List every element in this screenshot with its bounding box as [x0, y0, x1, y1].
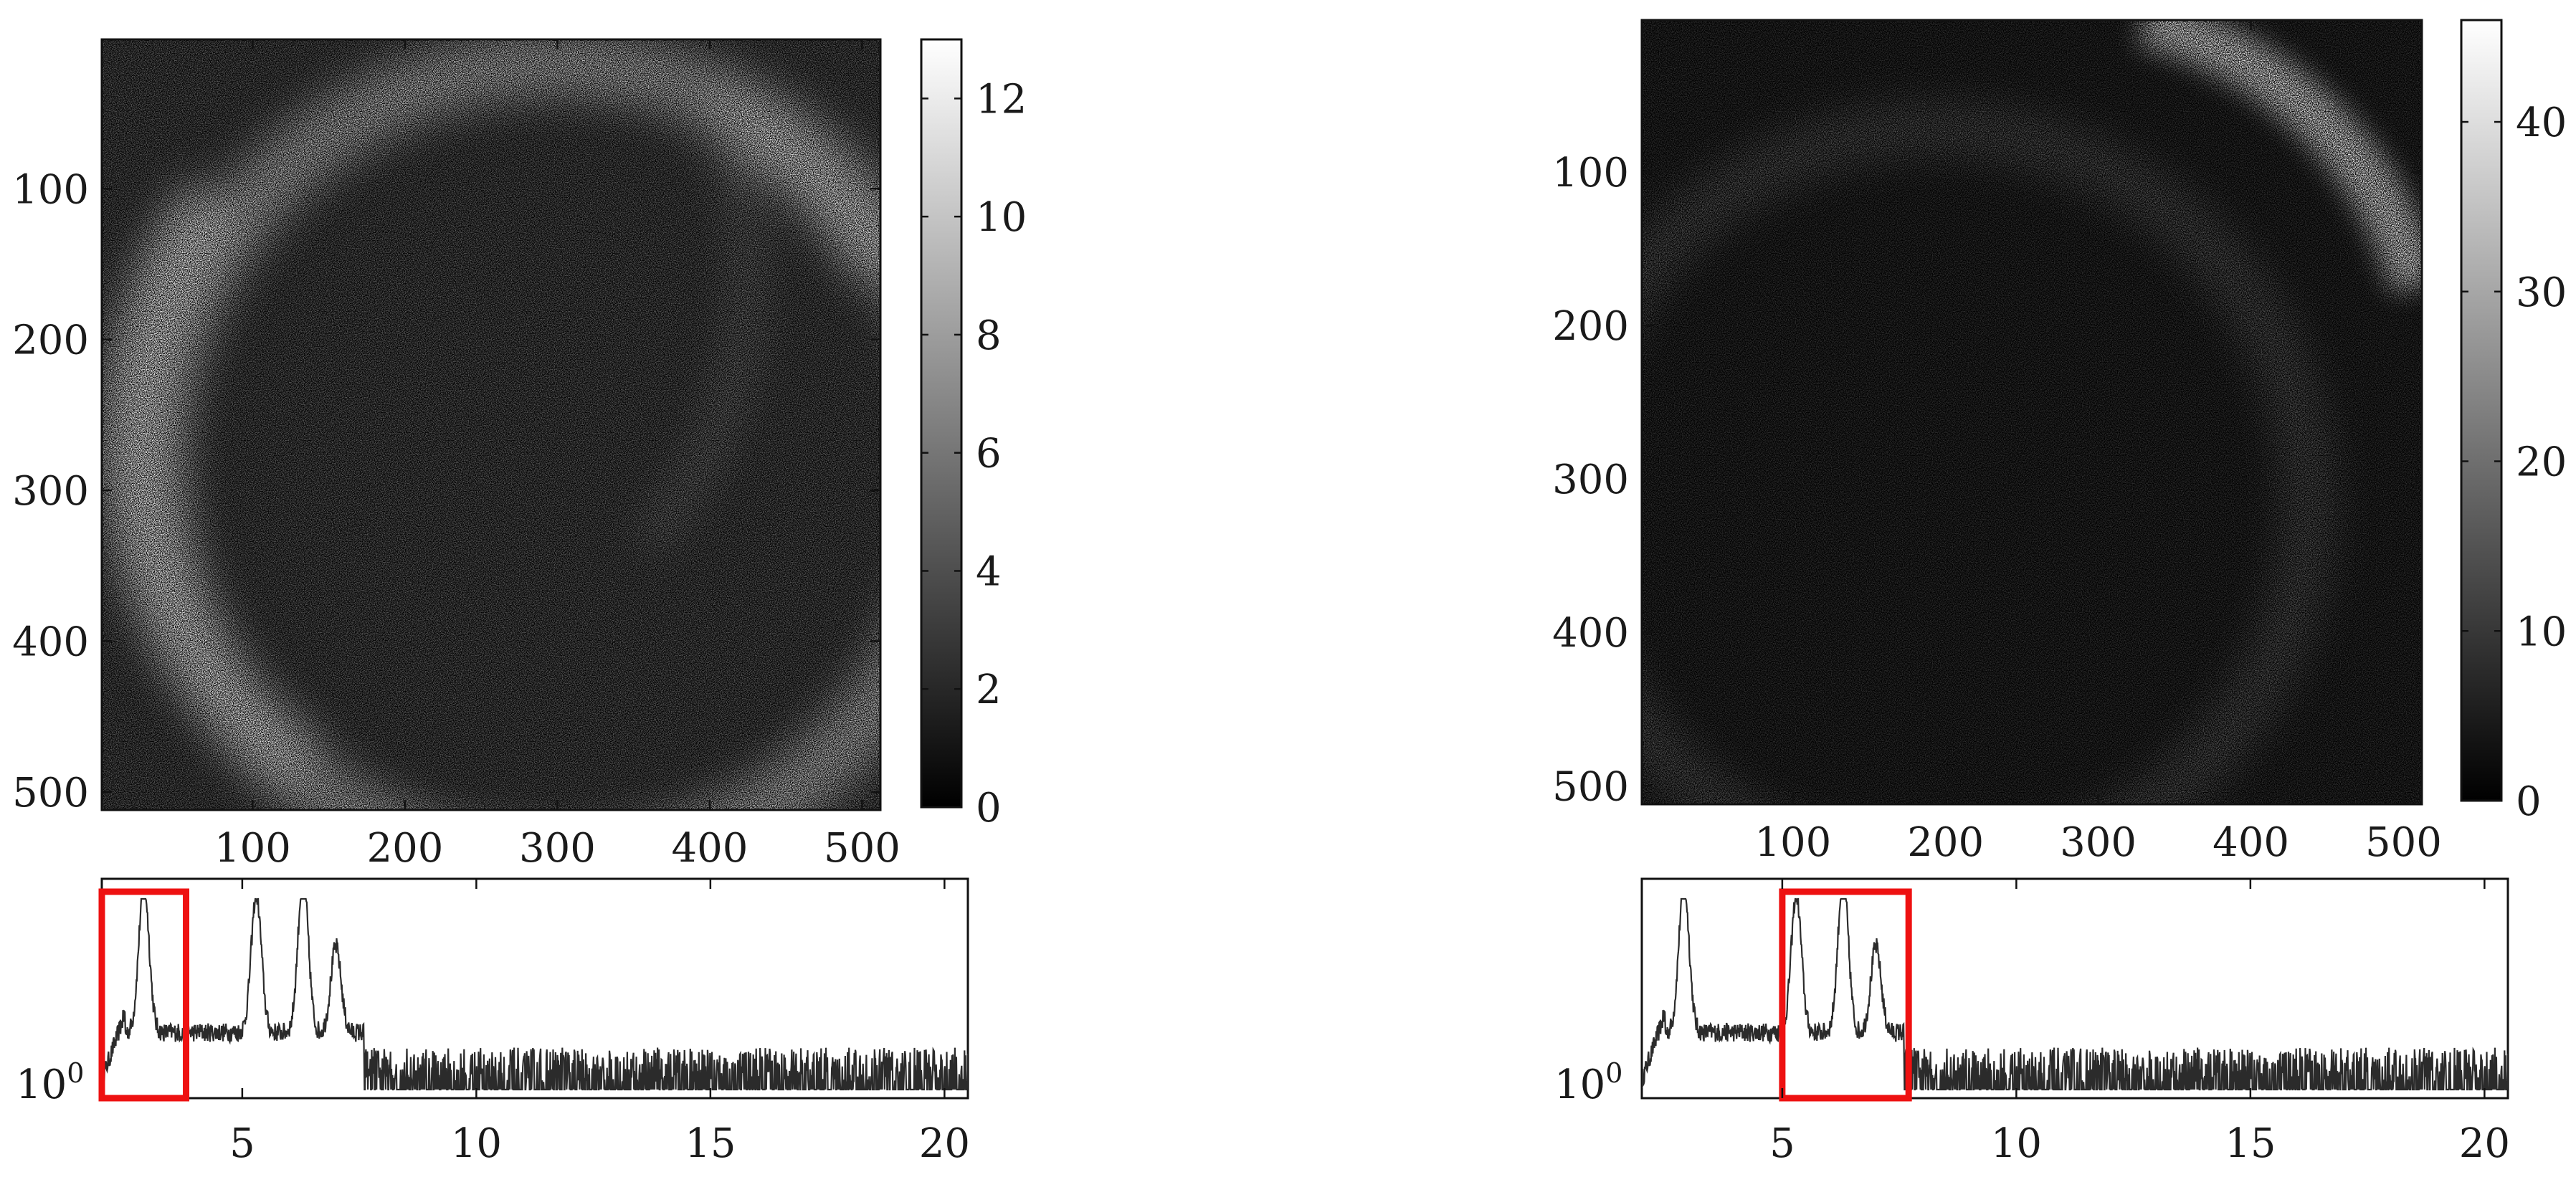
- left-image-y-tick-label: 200: [12, 318, 89, 364]
- left-image-y-tick-label: 100: [12, 166, 89, 213]
- left-spectrum-x-tick-label: 10: [451, 1120, 502, 1167]
- left-colorbar-tick-label: 12: [976, 76, 1027, 123]
- right-image-frame: [1640, 19, 2423, 806]
- left-colorbar: 0 2 4 6 8 10 12: [920, 38, 1027, 831]
- right-spectrum-panel: 5 10 15 20 100: [1554, 877, 2510, 1167]
- right-image-x-tick-label: 500: [2365, 819, 2442, 866]
- right-spectrum-line: [1642, 897, 2508, 1091]
- right-colorbar-tick-label: 0: [2516, 778, 2542, 825]
- right-image-x-tick-label: 100: [1754, 819, 1831, 866]
- left-image-x-tick-label: 300: [519, 825, 596, 872]
- right-spectrum-x-tick-label: 15: [2225, 1120, 2276, 1167]
- left-image-x-ticks: 100 200 300 400 500: [214, 39, 900, 872]
- left-image-y-tick-label: 300: [12, 468, 89, 515]
- right-image-y-tick-label: 500: [1552, 763, 1629, 810]
- left-spectrum-y-tick-label: 100: [16, 1057, 84, 1108]
- left-colorbar-tick-label: 0: [976, 785, 1002, 831]
- left-image-x-tick-label: 200: [366, 825, 443, 872]
- left-colorbar-tick-label: 10: [976, 194, 1027, 241]
- right-colorbar-frame: [2460, 19, 2503, 802]
- left-colorbar-tick-label: 4: [976, 548, 1002, 595]
- right-spectrum-highlight-box: [1779, 888, 1912, 1102]
- right-colorbar-tick-label: 20: [2516, 439, 2567, 486]
- left-image-x-tick-label: 400: [672, 825, 748, 872]
- right-image-y-tick-label: 100: [1552, 150, 1629, 196]
- right-image-arc: [1642, 20, 2422, 804]
- left-image-y-ticks: 100 200 300 400 500: [12, 166, 880, 816]
- right-image-y-ticks: 100 200 300 400 500: [1552, 150, 2422, 810]
- left-spectrum-x-tick-label: 20: [919, 1120, 970, 1167]
- left-colorbar-frame: [920, 38, 963, 809]
- right-image-y-tick-label: 400: [1552, 610, 1629, 657]
- right-image-x-tick-label: 300: [2060, 819, 2137, 866]
- left-image-panel: 100 200 300 400 500 100 200 300 400 500: [12, 38, 900, 872]
- right-spectrum-y-tick-label: 100: [1554, 1057, 1622, 1108]
- right-colorbar-tick-label: 40: [2516, 100, 2567, 146]
- left-colorbar-tick-label: 8: [976, 313, 1002, 359]
- right-image-y-tick-label: 200: [1552, 303, 1629, 350]
- left-spectrum-x-tick-label: 5: [229, 1120, 255, 1167]
- right-spectrum-frame: [1640, 877, 2509, 1100]
- right-spectrum-x-ticks: 5 10 15 20: [1769, 879, 2510, 1167]
- right-image-panel: 100 200 300 400 500 100 200 300 400 500: [1552, 19, 2442, 866]
- left-image-ring: [102, 39, 880, 810]
- right-image-x-tick-label: 400: [2213, 819, 2289, 866]
- right-colorbar-tick-label: 30: [2516, 270, 2567, 316]
- right-colorbar-tick-label: 10: [2516, 609, 2567, 655]
- left-spectrum-x-ticks: 5 10 15 20: [229, 879, 970, 1167]
- right-image-y-tick-label: 300: [1552, 457, 1629, 503]
- right-spectrum-x-tick-label: 10: [1991, 1120, 2042, 1167]
- left-image-y-tick-label: 400: [12, 619, 89, 665]
- right-colorbar: 0 10 20 30 40: [2460, 19, 2567, 825]
- right-image-x-ticks: 100 200 300 400 500: [1754, 20, 2442, 866]
- left-colorbar-tick-label: 6: [976, 431, 1002, 477]
- left-image-frame: [100, 38, 882, 811]
- left-spectrum-line: [102, 897, 968, 1091]
- left-image-y-tick-label: 500: [12, 770, 89, 816]
- right-colorbar-ticks: 0 10 20 30 40: [2461, 100, 2567, 825]
- left-spectrum-x-tick-label: 15: [685, 1120, 736, 1167]
- right-colorbar-gradient: [2461, 20, 2501, 801]
- left-image-x-tick-label: 500: [824, 825, 900, 872]
- left-colorbar-gradient: [921, 39, 961, 807]
- left-spectrum-highlight-box: [98, 888, 190, 1102]
- right-spectrum-x-tick-label: 20: [2459, 1120, 2510, 1167]
- left-spectrum-panel: 5 10 15 20 100: [16, 877, 970, 1167]
- left-colorbar-tick-label: 2: [976, 667, 1002, 713]
- right-image-x-tick-label: 200: [1907, 819, 1984, 866]
- left-image-x-tick-label: 100: [214, 825, 291, 872]
- left-colorbar-ticks: 0 2 4 6 8 10 12: [921, 76, 1027, 831]
- right-spectrum-x-tick-label: 5: [1769, 1120, 1795, 1167]
